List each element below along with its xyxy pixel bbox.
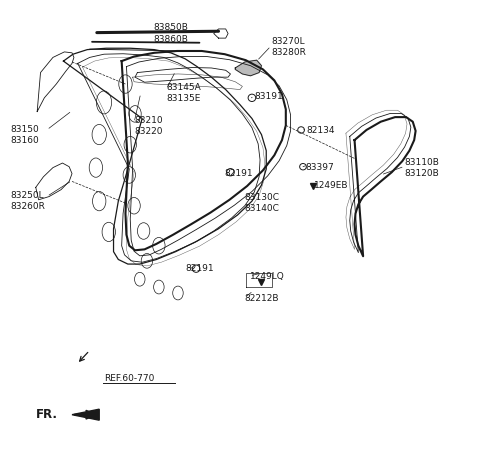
- Text: 1249EB: 1249EB: [314, 181, 348, 189]
- Text: 83110B
83120B: 83110B 83120B: [405, 158, 440, 178]
- Text: 82191: 82191: [225, 169, 253, 178]
- Text: 82212B: 82212B: [245, 294, 279, 304]
- Text: 83150
83160: 83150 83160: [10, 125, 39, 145]
- Text: 82191: 82191: [185, 264, 214, 273]
- Text: 83145A
83135E: 83145A 83135E: [166, 83, 201, 103]
- Polygon shape: [235, 60, 262, 76]
- Polygon shape: [72, 409, 99, 420]
- Text: 83270L
83280R: 83270L 83280R: [271, 37, 306, 57]
- Text: 83210
83220: 83210 83220: [134, 116, 163, 136]
- Text: 83850B
83860B: 83850B 83860B: [154, 24, 188, 43]
- Text: 82134: 82134: [307, 127, 336, 135]
- Text: 1249LQ: 1249LQ: [250, 273, 284, 281]
- Text: REF.60-770: REF.60-770: [104, 374, 155, 383]
- Text: 83130C
83140C: 83130C 83140C: [245, 194, 280, 213]
- Text: FR.: FR.: [36, 408, 58, 421]
- Text: 83250L
83260R: 83250L 83260R: [10, 191, 45, 211]
- Text: 83191: 83191: [254, 92, 283, 101]
- Text: 83397: 83397: [305, 163, 334, 172]
